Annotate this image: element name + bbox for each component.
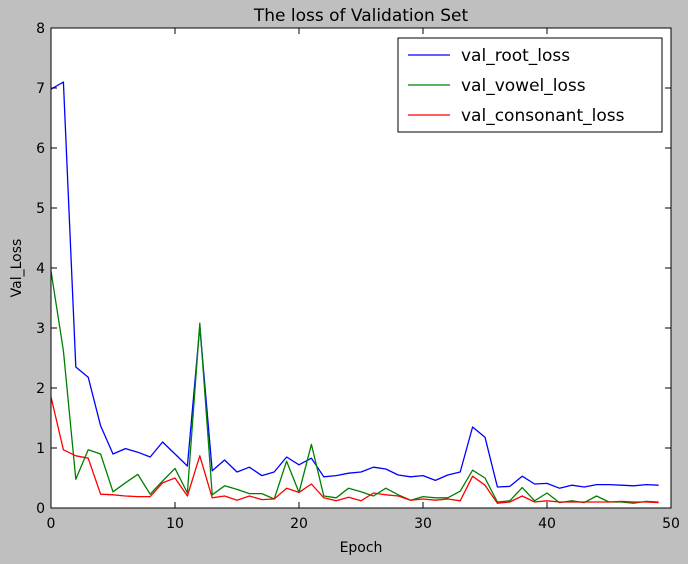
series-line-val-root-loss [50,81,659,489]
legend-label-val-root-loss: val_root_loss [461,46,570,66]
x-tick-label: 50 [662,516,680,532]
x-tick-label: 20 [290,516,308,532]
legend: val_root_loss val_vowel_loss val_consonant… [397,37,663,133]
y-tick-label: 5 [36,201,45,217]
y-tick-label: 2 [36,381,45,397]
chart-title: The loss of Validation Set [253,6,469,26]
series-line-val-consonant-loss [50,396,659,504]
x-axis-label: Epoch [340,540,383,556]
y-tick-label: 3 [36,321,45,337]
y-tick-label: 4 [36,261,45,277]
y-tick-label: 7 [36,81,45,97]
legend-label-val-vowel-loss: val_vowel_loss [461,76,586,96]
legend-label-val-consonant-loss: val_consonant_loss [461,106,625,126]
y-tick-label: 0 [36,501,45,517]
x-tick-label: 0 [47,516,56,532]
y-tick-label: 6 [36,141,45,157]
y-tick-label: 8 [36,21,45,37]
x-tick-label: 10 [166,516,184,532]
x-tick-label: 30 [414,516,432,532]
y-axis-label: Val_Loss [9,239,25,298]
x-tick-label: 40 [538,516,556,532]
series-line-val-vowel-loss [50,270,659,504]
y-tick-label: 1 [36,441,45,457]
